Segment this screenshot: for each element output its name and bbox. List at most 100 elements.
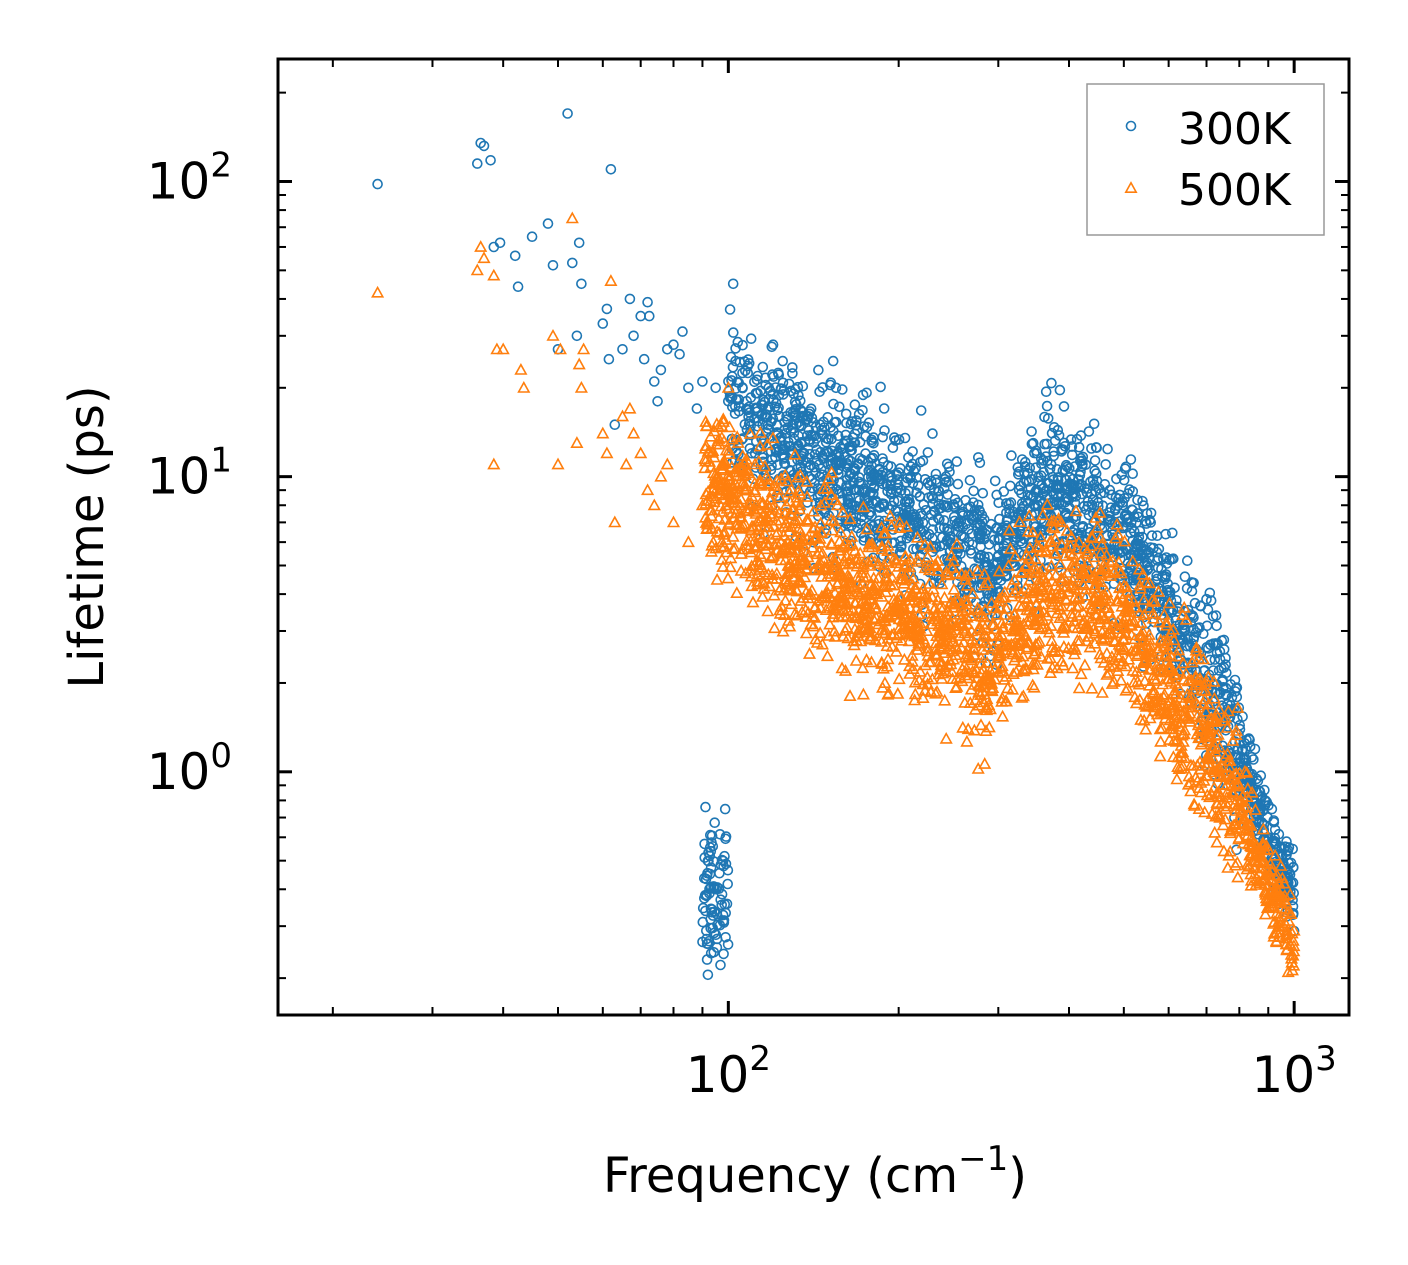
data-point-500K xyxy=(1177,600,1191,613)
data-point-500K xyxy=(860,606,874,619)
data-point-500K xyxy=(939,731,953,744)
data-point-500K xyxy=(898,573,912,586)
data-point-500K xyxy=(1166,722,1180,735)
data-point-300K xyxy=(848,462,860,474)
data-point-500K xyxy=(928,608,943,620)
data-point-500K xyxy=(826,610,840,623)
data-point-500K xyxy=(565,211,579,224)
data-point-300K xyxy=(809,449,821,460)
data-point-500K xyxy=(843,551,857,564)
data-point-500K xyxy=(1153,749,1167,762)
data-point-500K xyxy=(1137,608,1151,621)
data-point-500K xyxy=(1013,515,1027,528)
data-point-300K xyxy=(1231,691,1243,703)
data-point-500K xyxy=(577,342,591,355)
data-point-500K xyxy=(790,558,804,571)
data-point-300K xyxy=(1259,784,1270,796)
data-point-500K xyxy=(909,582,923,595)
data-point-300K xyxy=(677,326,688,337)
data-point-500K xyxy=(1117,578,1131,591)
data-point-300K xyxy=(767,339,779,351)
data-point-500K xyxy=(572,357,586,370)
data-point-300K xyxy=(1142,560,1153,572)
data-point-300K xyxy=(1016,454,1028,465)
data-point-500K xyxy=(726,481,740,494)
data-point-300K xyxy=(1181,583,1193,594)
data-point-300K xyxy=(898,508,910,519)
data-point-500K xyxy=(477,251,491,264)
data-point-300K xyxy=(1019,461,1031,472)
data-point-500K xyxy=(774,535,788,547)
data-point-500K xyxy=(905,654,919,667)
data-point-300K xyxy=(875,381,886,393)
data-point-500K xyxy=(905,648,919,661)
data-point-300K xyxy=(808,461,820,473)
data-point-500K xyxy=(971,564,985,576)
data-point-500K xyxy=(980,629,994,642)
data-point-500K xyxy=(1097,655,1111,668)
data-point-500K xyxy=(703,444,717,457)
data-point-300K xyxy=(683,382,694,394)
data-point-500K xyxy=(1037,572,1051,584)
data-point-500K xyxy=(1155,721,1169,734)
data-point-500K xyxy=(1019,558,1034,571)
data-point-500K xyxy=(487,268,501,281)
y-tick-label: 100 xyxy=(147,736,232,801)
data-point-500K xyxy=(836,505,850,518)
data-point-300K xyxy=(901,532,913,544)
data-point-500K xyxy=(1116,654,1130,667)
data-point-500K xyxy=(1268,848,1282,861)
data-point-500K xyxy=(1270,906,1284,919)
data-point-500K xyxy=(1178,751,1192,764)
data-point-500K xyxy=(1112,555,1126,568)
data-point-500K xyxy=(1005,577,1019,590)
data-point-500K xyxy=(1219,710,1233,723)
data-point-500K xyxy=(921,644,935,657)
data-point-300K xyxy=(772,367,784,379)
data-point-300K xyxy=(718,917,730,928)
data-point-300K xyxy=(1244,734,1255,746)
data-point-300K xyxy=(1056,444,1067,455)
data-point-300K xyxy=(795,438,807,450)
data-point-500K xyxy=(1193,762,1208,775)
data-point-500K xyxy=(1176,608,1190,621)
data-point-500K xyxy=(733,522,747,534)
data-point-500K xyxy=(1194,710,1208,723)
data-point-500K xyxy=(914,595,928,608)
data-point-300K xyxy=(711,942,723,953)
data-point-300K xyxy=(790,407,801,418)
data-point-300K xyxy=(1091,442,1102,454)
data-point-300K xyxy=(597,318,609,329)
data-point-500K xyxy=(749,506,763,519)
data-point-300K xyxy=(710,929,722,941)
data-point-500K xyxy=(897,602,911,615)
data-point-500K xyxy=(1080,588,1094,601)
data-point-500K xyxy=(1029,597,1043,610)
data-point-500K xyxy=(1059,593,1073,606)
data-point-500K xyxy=(1100,668,1114,680)
data-point-500K xyxy=(825,465,839,478)
data-point-500K xyxy=(827,624,841,637)
data-point-500K xyxy=(789,545,803,557)
data-point-300K xyxy=(705,903,717,915)
data-point-500K xyxy=(957,635,971,648)
data-point-300K xyxy=(1160,528,1171,540)
data-point-300K xyxy=(915,508,927,519)
data-point-500K xyxy=(977,567,991,580)
data-point-300K xyxy=(826,433,837,445)
data-point-500K xyxy=(1188,799,1202,811)
data-point-500K xyxy=(847,638,861,651)
data-point-300K xyxy=(974,530,985,541)
data-point-300K xyxy=(874,502,886,514)
data-point-500K xyxy=(800,490,814,502)
data-point-300K xyxy=(1077,522,1088,534)
data-point-500K xyxy=(897,652,911,665)
data-point-500K xyxy=(1229,723,1243,736)
data-point-300K xyxy=(867,489,879,500)
data-point-300K xyxy=(841,417,852,429)
data-point-500K xyxy=(999,669,1013,682)
data-point-300K xyxy=(967,497,979,508)
data-point-300K xyxy=(1203,643,1214,654)
data-point-300K xyxy=(1205,595,1217,606)
data-point-500K xyxy=(788,512,802,525)
